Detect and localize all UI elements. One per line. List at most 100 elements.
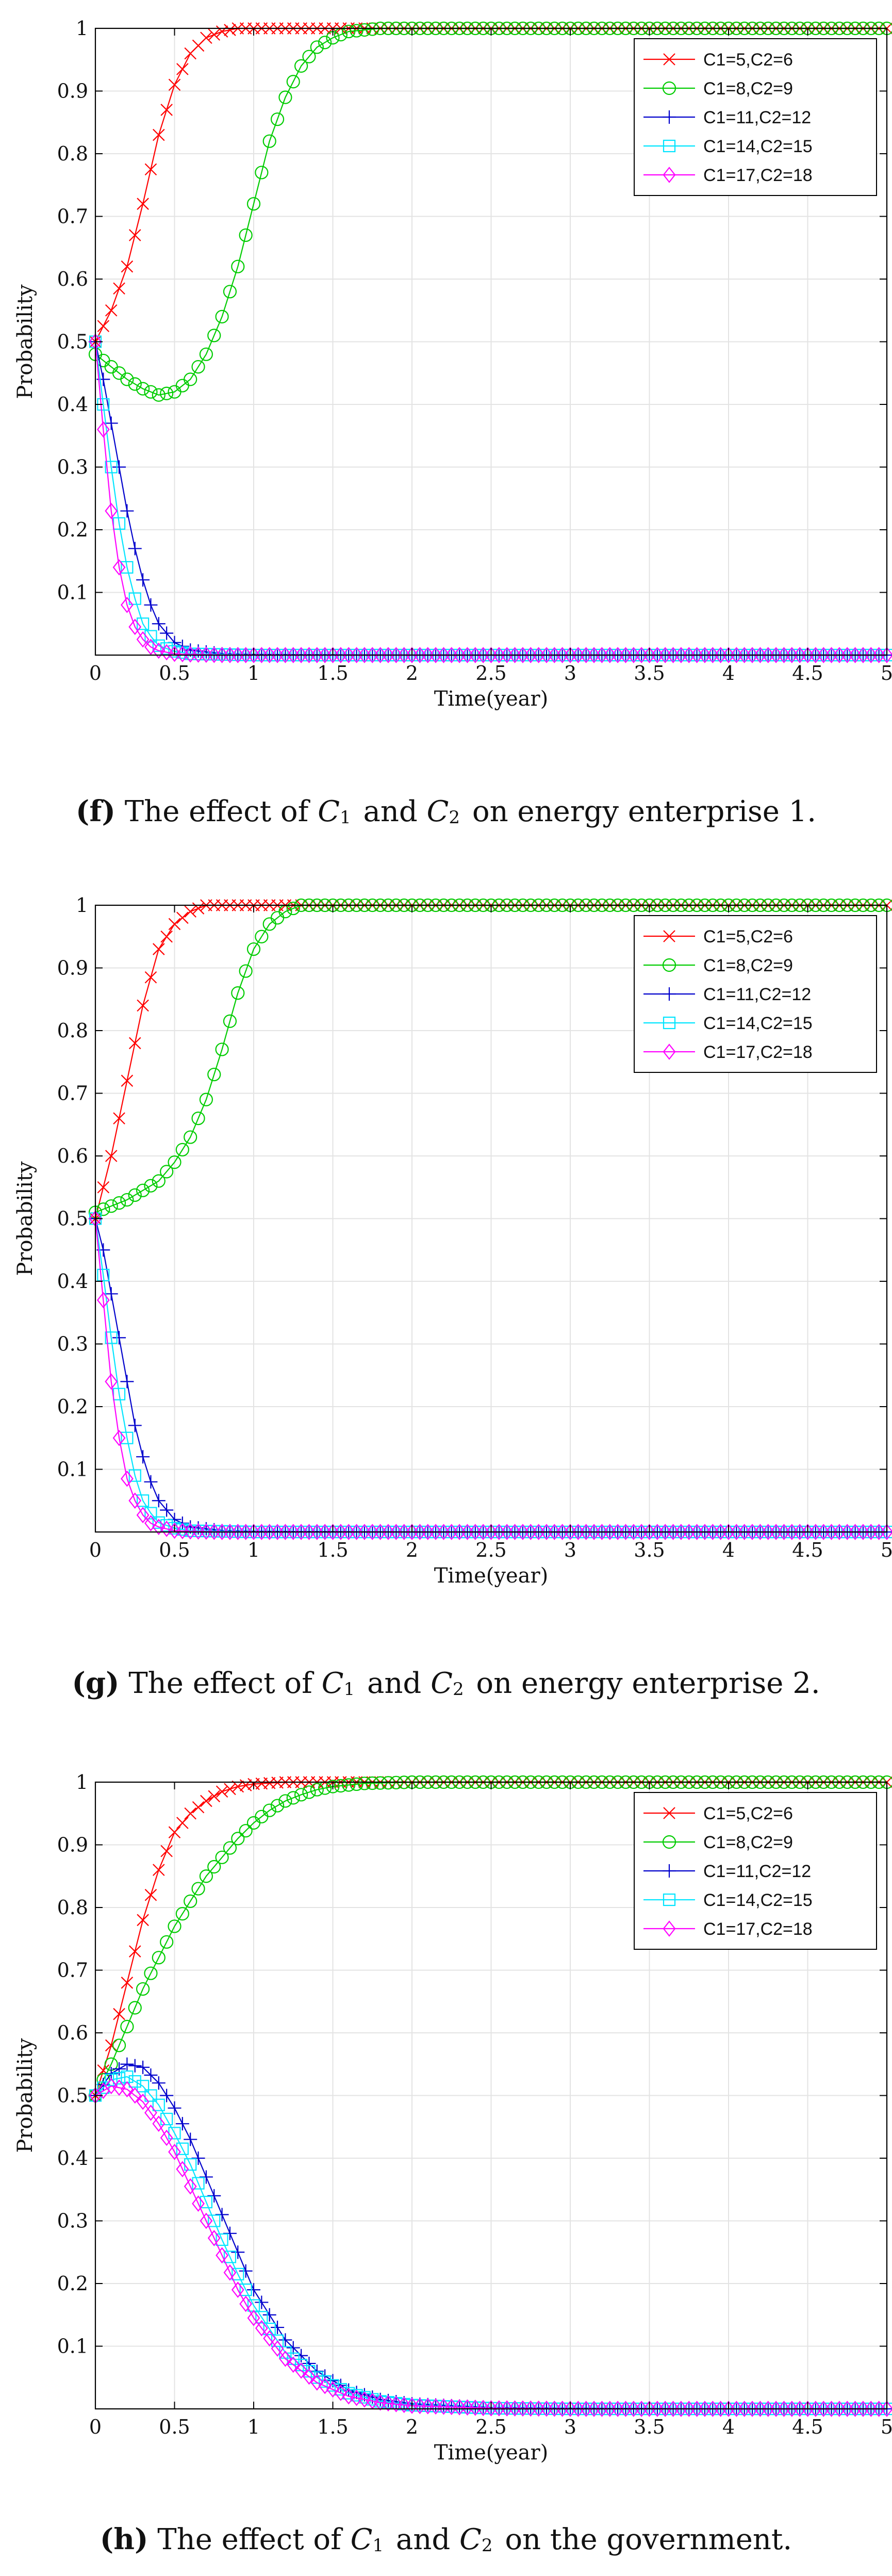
x-axis: 0 0.5 1 1.5 2 2.5 3 3.5 4 4.5 5 — [89, 1782, 892, 2438]
data-point — [310, 2374, 324, 2391]
data-point — [231, 2281, 244, 2298]
data-point — [270, 1799, 285, 1813]
data-point — [96, 2078, 110, 2092]
x-tick-label: 2 — [406, 662, 418, 684]
data-point — [176, 1817, 189, 1829]
x-tick-label: 3.5 — [634, 2416, 665, 2438]
legend-label: C1=8,C2=9 — [703, 1833, 793, 1852]
data-point — [286, 75, 300, 89]
y-tick-label: 0.8 — [57, 1896, 88, 1919]
data-point — [128, 229, 141, 241]
data-point — [152, 1516, 165, 1529]
data-point — [357, 1776, 372, 1790]
data-point — [334, 2385, 348, 2401]
data-point — [121, 1470, 134, 1487]
data-point — [326, 1780, 340, 1794]
legend-marker — [663, 167, 676, 183]
data-point — [136, 1450, 150, 1464]
caption-suffix: on the government. — [495, 2523, 792, 2556]
data-point — [152, 1174, 166, 1188]
data-point — [153, 128, 165, 141]
legend-item-c1-14-c2-15: C1=14,C2=15 — [643, 1890, 813, 1910]
data-point — [144, 2105, 157, 2121]
data-point — [120, 504, 134, 518]
data-point — [358, 2391, 371, 2408]
legend-marker — [662, 958, 676, 972]
data-point — [342, 24, 356, 39]
x-axis-label: Time(year) — [434, 2441, 549, 2465]
data-point — [120, 2057, 134, 2071]
legend: C1=5,C2=6 C1=8,C2=9 C1=11,C2=12 C1=14,C2=15… — [634, 38, 877, 196]
data-point — [113, 282, 125, 295]
data-point — [200, 1795, 212, 1807]
y-tick-label: 0.4 — [57, 1270, 88, 1293]
data-point — [224, 24, 236, 36]
data-point — [128, 542, 142, 556]
data-point — [160, 1165, 174, 1179]
legend-item-c1-14-c2-15: C1=14,C2=15 — [643, 1014, 813, 1033]
data-point — [136, 1183, 150, 1197]
grid — [95, 28, 887, 655]
x-tick-label: 2 — [406, 2416, 418, 2438]
data-point — [128, 1419, 142, 1432]
x-tick-label: 0 — [89, 1539, 102, 1561]
y-tick-label: 0.2 — [57, 2272, 88, 2295]
caption-g: (g) The effect of C1 and C2 on energy en… — [0, 1666, 892, 1700]
caption-var2: C — [431, 1667, 453, 1700]
data-point — [175, 1907, 189, 1921]
y-tick-label: 1 — [76, 894, 88, 917]
data-point — [160, 2129, 173, 2146]
data-point — [160, 644, 173, 661]
data-point — [168, 2144, 181, 2160]
data-point — [128, 1945, 141, 1958]
data-point — [144, 1966, 158, 1980]
x-tick-label: 4.5 — [792, 2416, 823, 2438]
data-point — [223, 2226, 237, 2240]
data-point — [184, 1130, 197, 1144]
data-point — [302, 2356, 316, 2370]
data-point — [136, 2060, 150, 2074]
x-tick-label: 3 — [564, 1539, 576, 1561]
x-tick-label: 3 — [564, 662, 576, 684]
data-point — [137, 198, 149, 210]
x-tick-label: 5 — [881, 1539, 892, 1561]
y-tick-label: 0.5 — [57, 1208, 88, 1230]
data-point — [104, 416, 118, 430]
data-point — [160, 1845, 173, 1857]
data-point — [120, 372, 134, 386]
x-tick-label: 0.5 — [159, 2416, 190, 2438]
data-point — [223, 2264, 237, 2281]
data-point — [216, 1785, 228, 1798]
data-point — [286, 901, 300, 916]
y-tick-label: 0.2 — [57, 1395, 88, 1418]
y-axis: 0.1 0.2 0.3 0.4 0.5 0.6 0.7 0.8 0.9 1 — [57, 1771, 887, 2358]
data-point — [389, 2396, 403, 2412]
data-point — [160, 642, 173, 655]
data-point — [105, 2039, 118, 2052]
series-c1-17-c2-18 — [89, 333, 892, 663]
legend-label: C1=11,C2=12 — [703, 108, 811, 127]
data-point — [153, 943, 165, 955]
data-point — [120, 1375, 134, 1389]
data-point — [112, 1196, 126, 1210]
data-point — [223, 285, 237, 299]
data-point — [176, 63, 189, 75]
data-point — [144, 385, 158, 399]
data-point — [200, 2212, 213, 2229]
data-point — [310, 40, 324, 54]
data-point — [97, 1181, 110, 1194]
data-point — [176, 911, 189, 924]
data-point — [239, 1824, 253, 1838]
y-tick-label: 0.7 — [57, 205, 88, 228]
chart-g: 0 0.5 1 1.5 2 2.5 3 3.5 4 4.5 50.10.20.30.40.50.60… — [13, 894, 892, 1588]
data-point — [207, 2230, 221, 2246]
x-axis-label: Time(year) — [434, 687, 549, 711]
legend-marker — [663, 1044, 676, 1060]
y-tick-label: 0.9 — [57, 80, 88, 103]
series-c1-17-c2-18 — [89, 1210, 892, 1540]
data-point — [255, 2311, 268, 2324]
data-point — [366, 22, 379, 36]
data-point — [263, 2322, 276, 2336]
data-point — [200, 2195, 212, 2209]
data-point — [199, 1869, 213, 1883]
